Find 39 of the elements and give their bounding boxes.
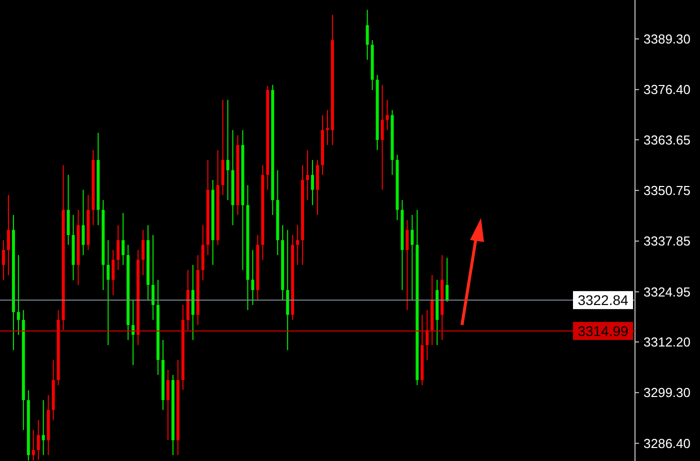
y-tick-label: 3337.85 [644,234,690,249]
candlestick [251,249,254,306]
candlestick [296,224,300,266]
y-tick-label: 3363.65 [644,132,690,148]
candlestick [112,249,115,296]
candlestick [132,299,135,366]
candlestick [306,150,310,201]
candlestick [326,110,329,146]
candlestick [426,310,429,360]
y-tick-label: 3286.40 [644,436,690,451]
candlestick [82,189,85,256]
candlestick [42,400,45,456]
y-tick-label: 3376.40 [644,82,690,98]
candlestick [32,429,35,461]
candlestick [311,159,314,206]
candlestick [36,420,40,460]
candlestick [6,194,10,276]
candlestick [106,240,110,346]
candlestick [410,214,414,300]
candlestick [386,99,389,131]
candlestick [380,84,384,190]
candlestick [116,224,120,270]
candlestick [142,229,145,276]
candlestick [446,257,449,302]
candlestick [2,240,5,281]
y-tick-label: 3312.20 [644,334,690,350]
y-tick-label: 3299.30 [644,385,690,400]
candlestick [16,254,20,336]
candlestick [366,9,369,60]
candlestick [152,234,155,320]
y-tick-label: 3324.95 [644,284,690,300]
ref-line-label: 3314.99 [578,322,629,339]
candlestick [406,220,409,311]
candlestick [122,212,125,266]
candlestick [166,369,170,441]
y-tick-label: 3350.75 [644,182,690,198]
y-tick-label: 3389.30 [644,31,690,46]
ref-line-label: 3322.84 [578,292,629,308]
candlestick [226,99,230,201]
